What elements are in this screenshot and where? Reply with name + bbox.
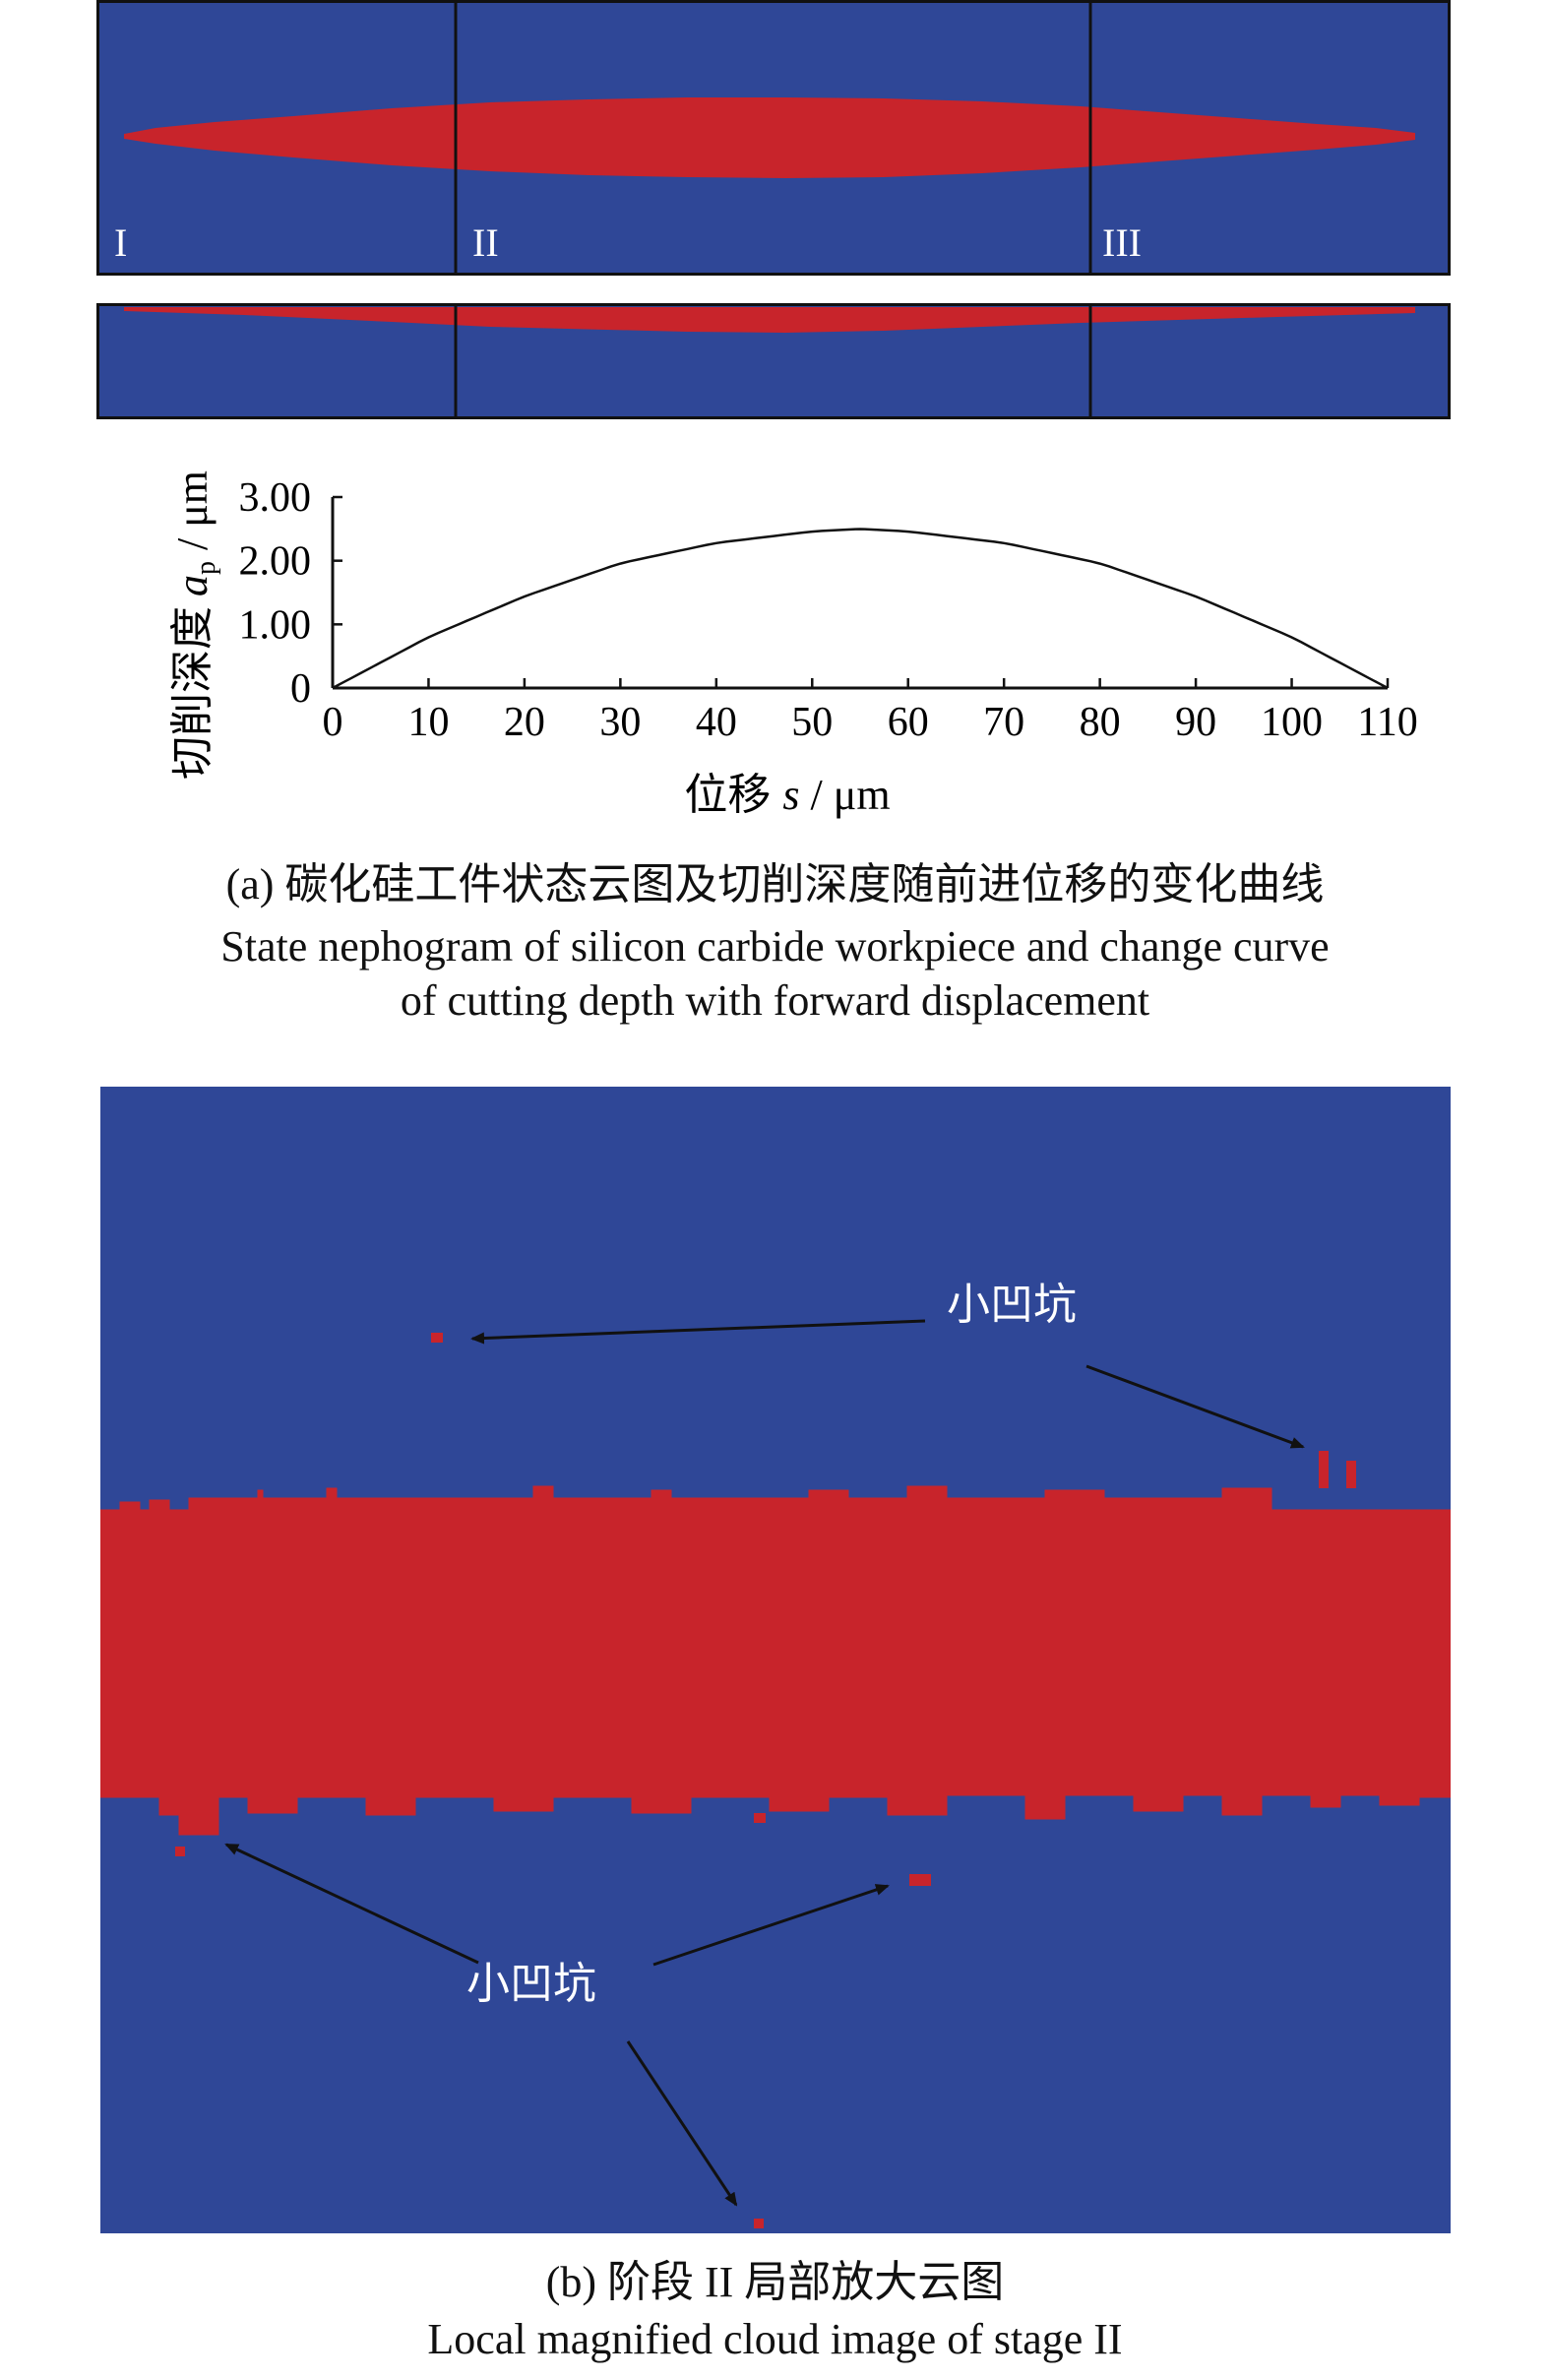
arrow-to-pit-1 xyxy=(470,1319,926,1345)
nephogram-top: I II III xyxy=(96,0,1451,276)
pit-2 xyxy=(1319,1451,1329,1488)
arrow-to-pit-5 xyxy=(652,1884,890,1967)
pit-4 xyxy=(175,1847,185,1856)
x-tick-label: 60 xyxy=(888,700,929,745)
y-tick-label: 0 xyxy=(290,666,311,712)
x-axis-label: 位移 s / μm xyxy=(684,771,890,819)
arrow-to-pit-4 xyxy=(224,1843,479,1965)
x-tick-label: 10 xyxy=(407,700,449,745)
y-axis-label: 切削深度ap / μm xyxy=(168,470,221,780)
x-tick-label: 80 xyxy=(1080,700,1121,745)
pit-label-bottom: 小凹坑 xyxy=(466,1960,596,2008)
removed-band xyxy=(100,1485,1451,1836)
pit-1 xyxy=(431,1333,443,1343)
series-line xyxy=(332,528,1389,690)
caption-a-cn: (a) 碳化硅工件状态云图及切削深度随前进位移的变化曲线 xyxy=(225,860,1325,908)
removed-zone-strip xyxy=(124,307,1415,333)
x-tick-label: 90 xyxy=(1175,700,1216,745)
pit-5 xyxy=(909,1874,931,1886)
caption-a-en-1: State nephogram of silicon carbide workp… xyxy=(220,922,1330,971)
x-tick-label: 100 xyxy=(1261,700,1323,745)
pit-3 xyxy=(1346,1461,1356,1488)
y-tick-label: 3.00 xyxy=(239,475,312,521)
removed-zone-top xyxy=(124,97,1415,178)
y-tick-label: 2.00 xyxy=(239,539,312,585)
y-tick-label: 1.00 xyxy=(239,602,312,648)
x-tick-label: 110 xyxy=(1357,700,1417,745)
arrow-to-pit-2 xyxy=(1085,1364,1305,1449)
pit-6 xyxy=(754,1813,766,1823)
x-tick-label: 70 xyxy=(983,700,1024,745)
caption-b-en: Local magnified cloud image of stage II xyxy=(427,2315,1123,2363)
x-tick-label: 40 xyxy=(696,700,737,745)
magnified-nephogram: 小凹坑 小凹坑 xyxy=(100,1087,1451,2233)
caption-b-cn: (b) 阶段 II 局部放大云图 xyxy=(545,2258,1005,2306)
stage-label-2: II xyxy=(472,220,499,265)
frame-strip xyxy=(96,303,1451,419)
pit-7 xyxy=(754,2219,764,2228)
x-tick-label: 30 xyxy=(599,700,641,745)
x-tick-label: 0 xyxy=(323,700,343,745)
chart-ticks: 0 10 20 30 40 50 60 70 80 90 100 110 0 1.00 2.00 3.00 xyxy=(239,475,1418,745)
x-tick-label: 50 xyxy=(791,700,833,745)
depth-chart: 0 10 20 30 40 50 60 70 80 90 100 110 0 1.00 2.00 3.00 位… xyxy=(168,470,1418,819)
pit-label-top: 小凹坑 xyxy=(947,1281,1077,1329)
arrow-to-pit-7 xyxy=(626,2040,738,2207)
chart-axes xyxy=(331,497,1388,690)
nephogram-strip xyxy=(96,303,1451,419)
caption-a-en-2: of cutting depth with forward displaceme… xyxy=(400,976,1150,1025)
stage-label-1: I xyxy=(114,220,127,265)
x-tick-label: 20 xyxy=(504,700,545,745)
frame-top xyxy=(96,0,1451,276)
stage-label-3: III xyxy=(1102,220,1142,265)
